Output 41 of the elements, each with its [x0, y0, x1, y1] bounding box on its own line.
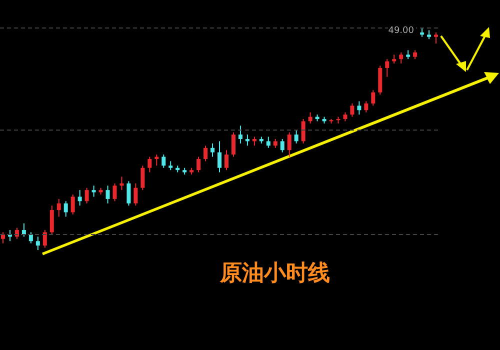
candlestick — [287, 132, 292, 158]
candlestick — [196, 156, 201, 173]
candlestick — [162, 154, 166, 168]
candlestick — [70, 194, 75, 215]
candlestick — [434, 32, 438, 44]
candlestick — [308, 112, 312, 124]
candlestick — [204, 145, 208, 162]
candlestick — [36, 236, 40, 250]
candlestick — [350, 102, 354, 118]
candlestick — [140, 165, 145, 191]
candlestick — [357, 100, 362, 116]
candlestick — [126, 180, 131, 206]
candlestick — [42, 230, 47, 248]
candlestick — [224, 150, 228, 171]
candlestick — [280, 138, 284, 153]
candlestick — [92, 185, 96, 198]
candlestick — [385, 58, 390, 78]
candlestick — [266, 136, 270, 148]
candlestick — [238, 125, 242, 144]
annotation: 49.00 — [388, 26, 414, 36]
candlestick — [364, 100, 368, 113]
candlestick — [399, 52, 404, 64]
text: 原油小时线 — [219, 261, 330, 286]
candlestick — [50, 205, 54, 235]
candlestick — [294, 130, 298, 144]
candlestick — [210, 142, 215, 158]
candlestick — [28, 232, 33, 244]
candlestick — [56, 198, 61, 218]
candlestick — [78, 190, 82, 206]
candlestick — [148, 156, 152, 173]
candlestick — [22, 222, 26, 238]
candlestick — [84, 187, 89, 204]
candlestick — [231, 132, 236, 158]
candlestick — [134, 182, 138, 206]
candlestick — [371, 90, 376, 106]
candlestick — [64, 200, 68, 218]
candlestick — [218, 140, 222, 173]
candlestick — [301, 118, 306, 144]
candlestick — [1, 232, 5, 244]
candlestick — [106, 185, 110, 204]
candlestick — [112, 182, 117, 202]
